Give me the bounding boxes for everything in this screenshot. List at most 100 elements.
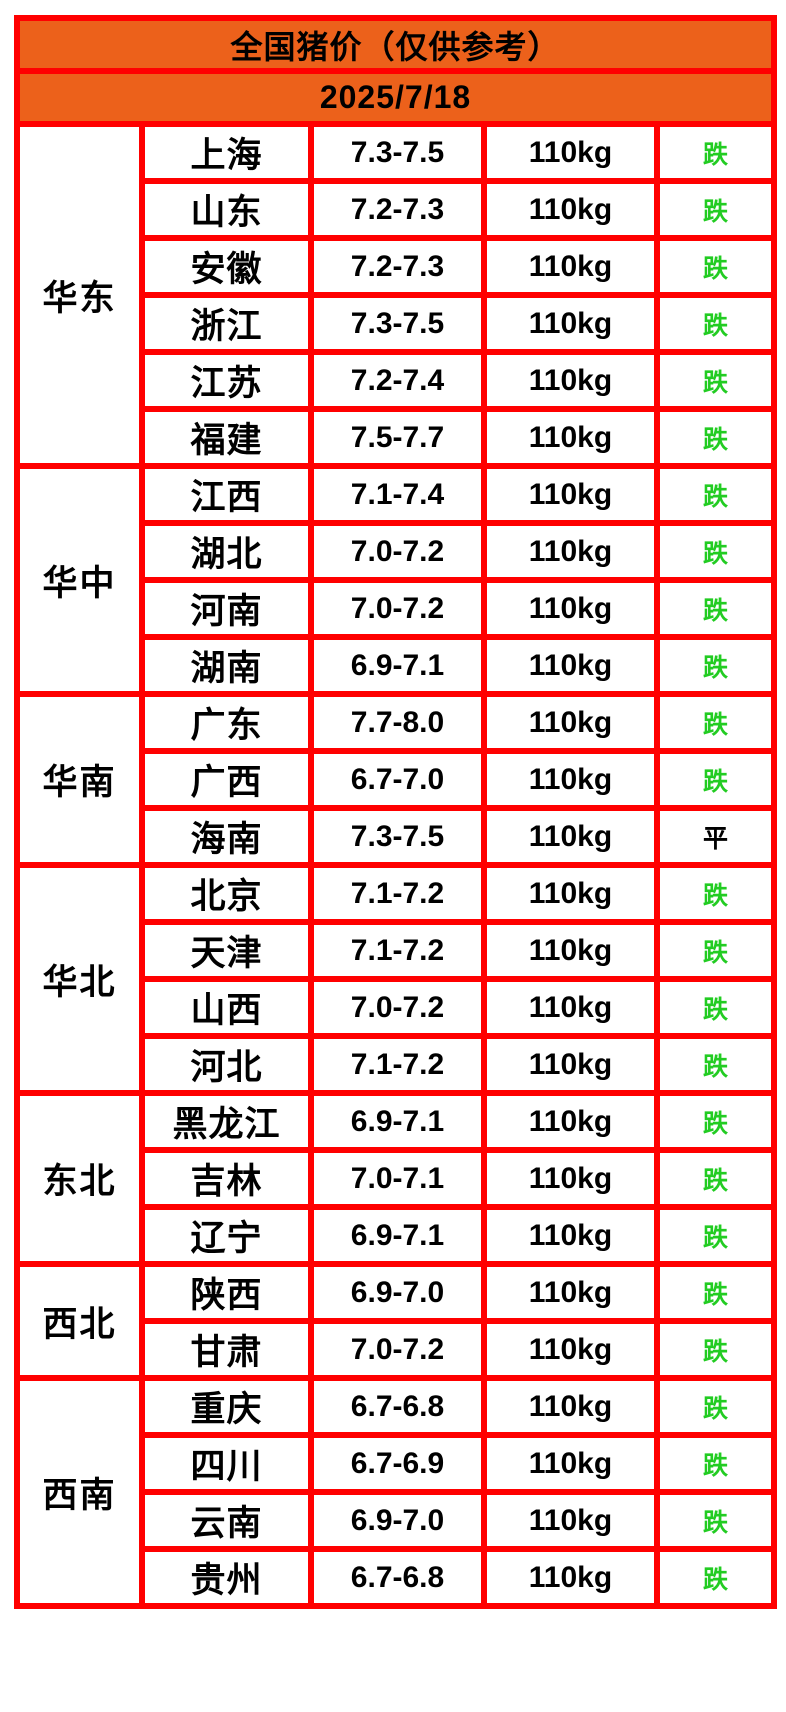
price-row: 河南 7.0-7.2 110kg 跌: [17, 577, 777, 640]
status-cell: 跌: [654, 862, 777, 925]
price-cell: 7.0-7.2: [308, 577, 487, 640]
price-cell: 6.7-7.0: [308, 748, 487, 811]
pig-price-table: 全国猪价（仅供参考） 2025/7/18 华东 上海 7.3-7.5 110kg 跌山东…: [14, 15, 777, 1609]
price-cell: 6.9-7.1: [308, 1090, 487, 1153]
province-cell: 贵州: [139, 1546, 314, 1609]
price-row: 华东 上海 7.3-7.5 110kg 跌: [14, 121, 777, 469]
status-cell: 跌: [654, 1432, 777, 1495]
weight-cell: 110kg: [481, 463, 660, 526]
weight-cell: 110kg: [481, 406, 660, 469]
weight-cell: 110kg: [481, 976, 660, 1039]
region-cell: 东北: [14, 1090, 145, 1267]
weight-cell: 110kg: [481, 178, 660, 241]
price-row: 天津 7.1-7.2 110kg 跌: [17, 919, 777, 982]
weight-cell: 110kg: [481, 1489, 660, 1552]
region-cell: 华中: [14, 463, 145, 697]
price-row: 甘肃 7.0-7.2 110kg 跌: [17, 1318, 777, 1381]
price-row: 安徽 7.2-7.3 110kg 跌: [17, 235, 777, 298]
weight-cell: 110kg: [481, 748, 660, 811]
weight-cell: 110kg: [481, 235, 660, 298]
price-row: 云南 6.9-7.0 110kg 跌: [17, 1489, 777, 1552]
province-cell: 浙江: [139, 292, 314, 355]
price-cell: 7.1-7.4: [308, 463, 487, 526]
price-cell: 7.2-7.3: [308, 178, 487, 241]
table-date: 2025/7/18: [14, 68, 777, 127]
price-row: 广西 6.7-7.0 110kg 跌: [17, 748, 777, 811]
weight-cell: 110kg: [481, 1546, 660, 1609]
price-cell: 7.2-7.3: [308, 235, 487, 298]
weight-cell: 110kg: [481, 292, 660, 355]
weight-cell: 110kg: [481, 691, 660, 754]
region-cell: 华北: [14, 862, 145, 1096]
price-row: 湖南 6.9-7.1 110kg 跌: [17, 634, 777, 697]
status-cell: 跌: [654, 1375, 777, 1438]
price-row: 浙江 7.3-7.5 110kg 跌: [17, 292, 777, 355]
status-cell: 跌: [654, 691, 777, 754]
region-cell: 西南: [14, 1375, 145, 1609]
price-row: 四川 6.7-6.9 110kg 跌: [17, 1432, 777, 1495]
weight-cell: 110kg: [481, 349, 660, 412]
status-cell: 跌: [654, 1147, 777, 1210]
price-row: 江苏 7.2-7.4 110kg 跌: [17, 349, 777, 412]
price-row: 山西 7.0-7.2 110kg 跌: [17, 976, 777, 1039]
status-cell: 跌: [654, 349, 777, 412]
province-cell: 黑龙江: [139, 1090, 314, 1153]
price-cell: 7.3-7.5: [308, 292, 487, 355]
province-cell: 甘肃: [139, 1318, 314, 1381]
weight-cell: 110kg: [481, 1261, 660, 1324]
province-cell: 上海: [139, 121, 314, 184]
weight-cell: 110kg: [481, 577, 660, 640]
status-cell: 跌: [654, 235, 777, 298]
price-cell: 7.1-7.2: [308, 919, 487, 982]
status-cell: 跌: [654, 634, 777, 697]
province-cell: 辽宁: [139, 1204, 314, 1267]
province-cell: 安徽: [139, 235, 314, 298]
province-cell: 四川: [139, 1432, 314, 1495]
province-cell: 福建: [139, 406, 314, 469]
weight-cell: 110kg: [481, 805, 660, 868]
province-cell: 天津: [139, 919, 314, 982]
status-cell: 平: [654, 805, 777, 868]
price-row: 西南 重庆 6.7-6.8 110kg 跌: [14, 1375, 777, 1609]
province-cell: 山东: [139, 178, 314, 241]
weight-cell: 110kg: [481, 1147, 660, 1210]
price-cell: 7.7-8.0: [308, 691, 487, 754]
weight-cell: 110kg: [481, 1033, 660, 1096]
province-cell: 山西: [139, 976, 314, 1039]
province-cell: 河北: [139, 1033, 314, 1096]
price-row: 西北 陕西 6.9-7.0 110kg 跌: [14, 1261, 777, 1381]
status-cell: 跌: [654, 1033, 777, 1096]
price-cell: 6.7-6.8: [308, 1546, 487, 1609]
price-row: 华北 北京 7.1-7.2 110kg 跌: [14, 862, 777, 1096]
price-cell: 7.0-7.1: [308, 1147, 487, 1210]
price-cell: 7.0-7.2: [308, 976, 487, 1039]
weight-cell: 110kg: [481, 520, 660, 583]
price-cell: 7.0-7.2: [308, 520, 487, 583]
table-title: 全国猪价（仅供参考）: [14, 15, 777, 74]
price-row: 山东 7.2-7.3 110kg 跌: [17, 178, 777, 241]
price-row: 湖北 7.0-7.2 110kg 跌: [17, 520, 777, 583]
weight-cell: 110kg: [481, 1375, 660, 1438]
price-row: 海南 7.3-7.5 110kg 平: [17, 805, 777, 868]
price-row: 吉林 7.0-7.1 110kg 跌: [17, 1147, 777, 1210]
region-cell: 华南: [14, 691, 145, 868]
price-cell: 7.2-7.4: [308, 349, 487, 412]
price-cell: 6.7-6.9: [308, 1432, 487, 1495]
province-cell: 湖南: [139, 634, 314, 697]
province-cell: 海南: [139, 805, 314, 868]
title-row: 全国猪价（仅供参考）: [14, 15, 777, 74]
province-cell: 江西: [139, 463, 314, 526]
status-cell: 跌: [654, 1261, 777, 1324]
province-cell: 北京: [139, 862, 314, 925]
status-cell: 跌: [654, 406, 777, 469]
status-cell: 跌: [654, 463, 777, 526]
status-cell: 跌: [654, 520, 777, 583]
status-cell: 跌: [654, 748, 777, 811]
weight-cell: 110kg: [481, 1204, 660, 1267]
price-cell: 6.9-7.1: [308, 634, 487, 697]
province-cell: 河南: [139, 577, 314, 640]
price-cell: 6.9-7.0: [308, 1261, 487, 1324]
province-cell: 云南: [139, 1489, 314, 1552]
weight-cell: 110kg: [481, 1432, 660, 1495]
